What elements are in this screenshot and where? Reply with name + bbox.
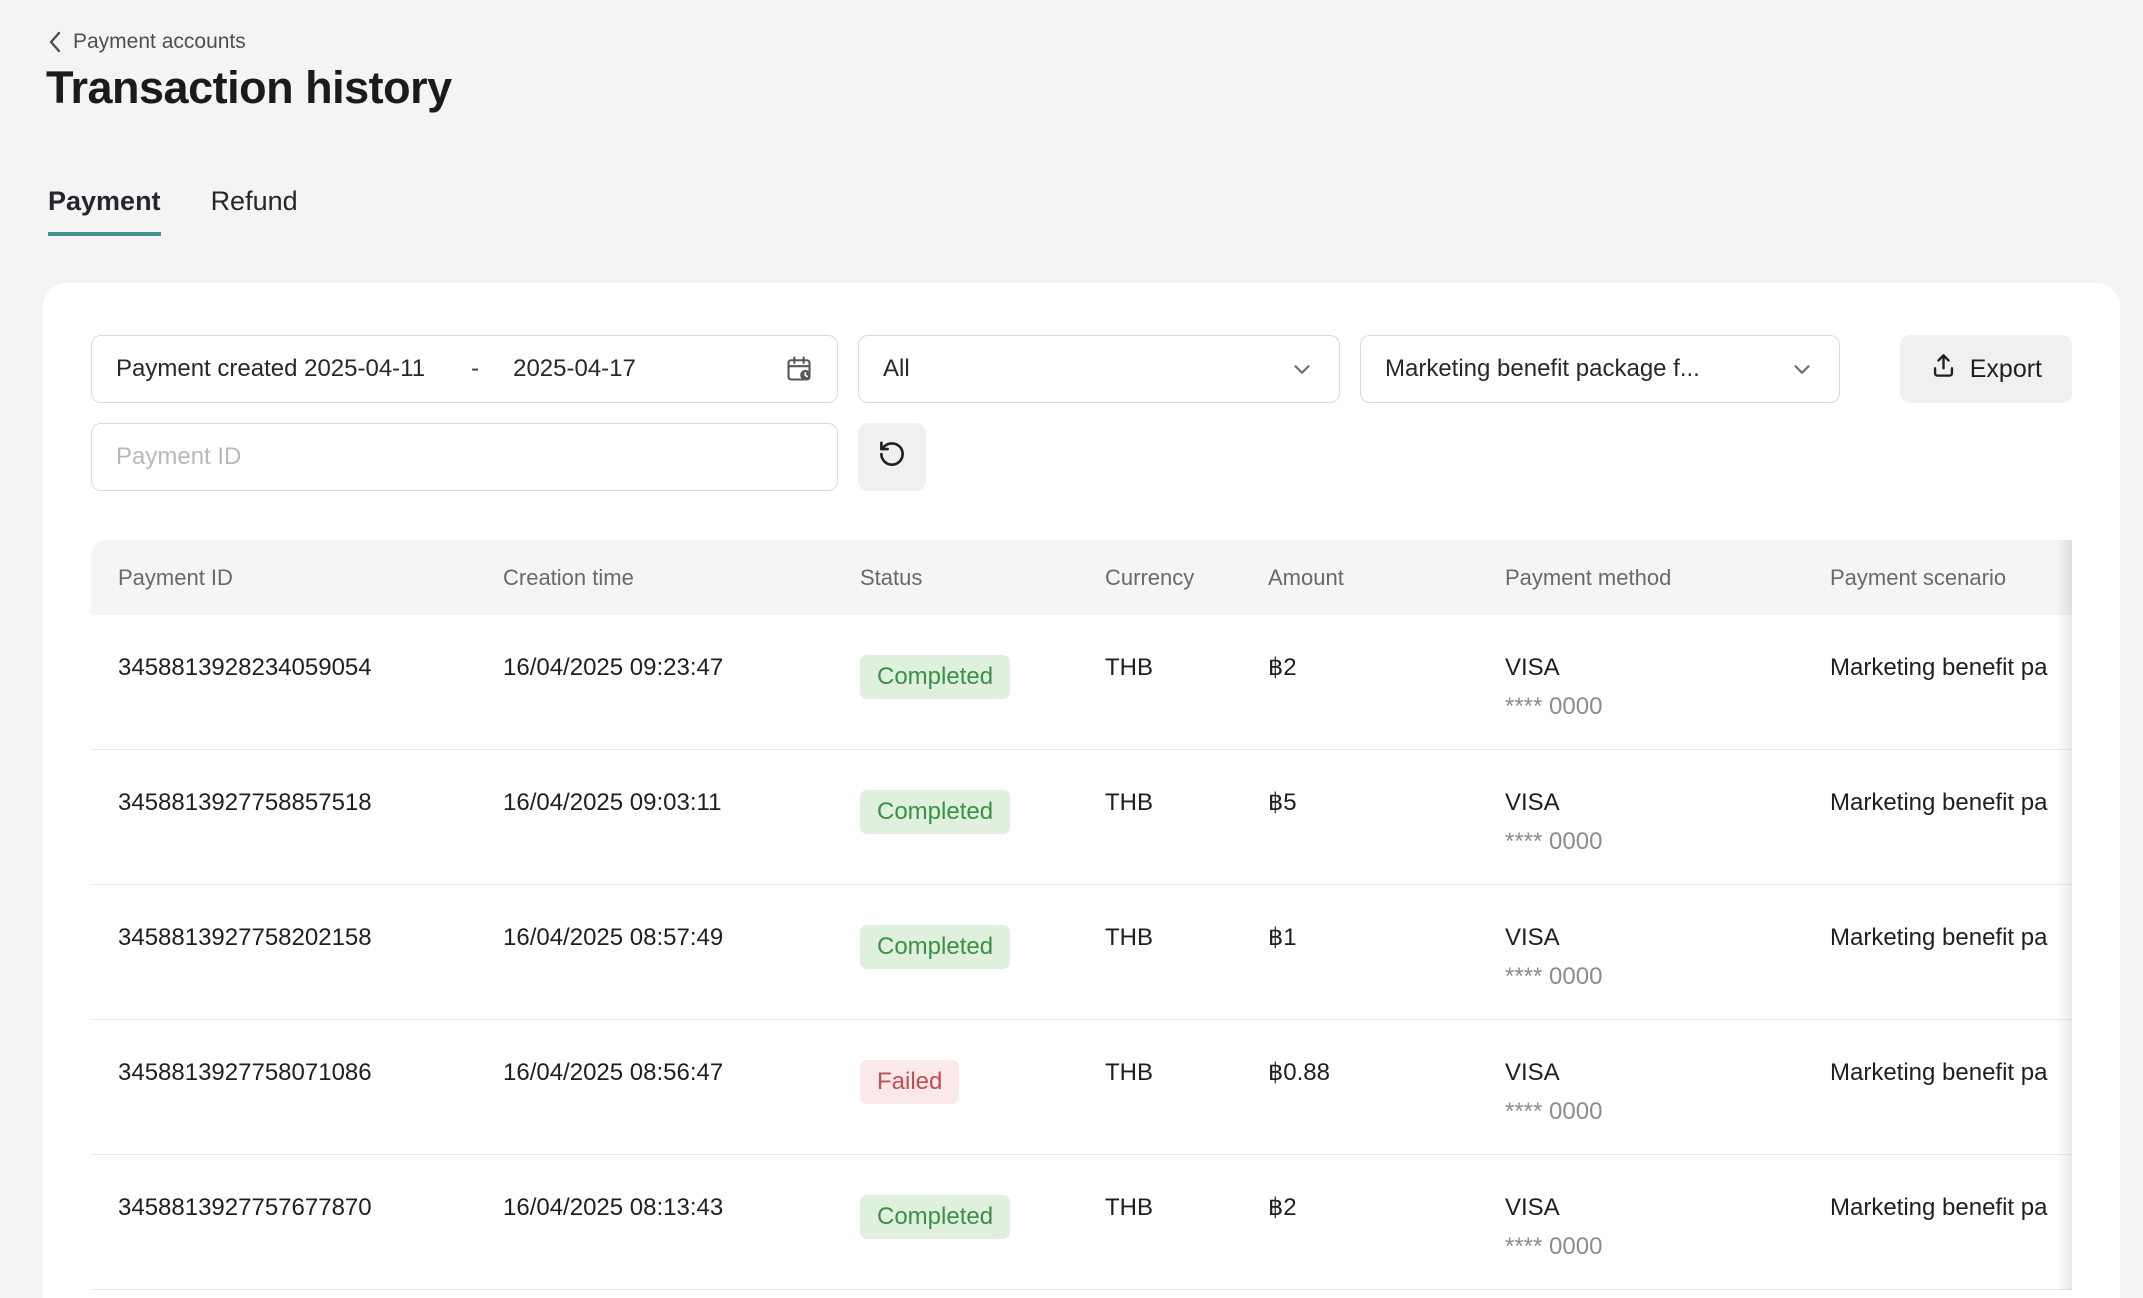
- cell-currency: THB: [1105, 924, 1153, 951]
- chevron-down-icon: [1289, 356, 1315, 382]
- payment-id-field-wrap: [91, 423, 838, 491]
- cell-creation-time: 16/04/2025 08:57:49: [503, 924, 724, 951]
- column-header-currency: Currency: [1105, 564, 1195, 590]
- cell-creation-time: 16/04/2025 09:03:11: [503, 789, 722, 816]
- card-mask: **** 0000: [1505, 693, 1603, 720]
- card-mask: **** 0000: [1505, 963, 1603, 990]
- status-badge: Failed: [860, 1060, 960, 1104]
- status-badge: Completed: [860, 925, 1011, 969]
- cell-creation-time: 16/04/2025 09:23:47: [503, 654, 724, 681]
- cell-creation-time: 16/04/2025 08:56:47: [503, 1059, 724, 1086]
- column-header-payment-scenario: Payment scenario: [1830, 564, 2007, 590]
- cell-payment-id: 3458813927758857518: [118, 789, 372, 816]
- export-button[interactable]: Export: [1899, 335, 2072, 403]
- cell-status: Completed: [833, 750, 1078, 884]
- transactions-table: Payment ID Creation time Status Currency…: [91, 540, 2072, 1290]
- table-row: 3458813927758202158 16/04/2025 08:57:49 …: [91, 885, 2072, 1020]
- cell-payment-method: VISA **** 0000: [1478, 1020, 1803, 1154]
- table-row: 3458813927758857518 16/04/2025 09:03:11 …: [91, 750, 2072, 885]
- cell-payment-method: VISA **** 0000: [1478, 750, 1803, 884]
- status-filter-select[interactable]: All: [858, 335, 1340, 403]
- cell-payment-scenario: Marketing benefit pa: [1830, 924, 2048, 951]
- column-header-creation-time: Creation time: [503, 564, 634, 590]
- card-brand: VISA: [1505, 1059, 1560, 1086]
- table-row: 3458813928234059054 16/04/2025 09:23:47 …: [91, 615, 2072, 750]
- rotate-ccw-icon: [877, 439, 907, 476]
- status-filter-value: All: [883, 355, 910, 382]
- table-header-row: Payment ID Creation time Status Currency…: [91, 540, 2072, 615]
- cell-payment-scenario: Marketing benefit pa: [1830, 1194, 2048, 1221]
- cell-status: Completed: [833, 615, 1078, 749]
- tab-payment[interactable]: Payment: [48, 186, 161, 236]
- table-row: 3458813927758071086 16/04/2025 08:56:47 …: [91, 1020, 2072, 1155]
- cell-payment-method: VISA **** 0000: [1478, 885, 1803, 1019]
- cell-payment-id: 3458813928234059054: [118, 654, 372, 681]
- cell-payment-id: 3458813927757677870: [118, 1194, 372, 1221]
- column-header-status: Status: [860, 564, 923, 590]
- cell-amount: ฿0.88: [1268, 1059, 1330, 1086]
- cell-status: Completed: [833, 885, 1078, 1019]
- cell-payment-id: 3458813927758202158: [118, 924, 372, 951]
- status-badge: Completed: [860, 655, 1011, 699]
- chevron-left-icon: [48, 30, 63, 54]
- cell-payment-id: 3458813927758071086: [118, 1059, 372, 1086]
- cell-currency: THB: [1105, 789, 1153, 816]
- export-button-label: Export: [1969, 354, 2042, 383]
- chevron-down-icon: [1789, 356, 1815, 382]
- cell-payment-scenario: Marketing benefit pa: [1830, 1059, 2048, 1086]
- transactions-card: Payment created 2025-04-11 - 2025-04-17 …: [43, 283, 2120, 1298]
- card-brand: VISA: [1505, 789, 1560, 816]
- cell-status: Completed: [833, 1155, 1078, 1289]
- column-header-payment-id: Payment ID: [118, 564, 233, 590]
- card-brand: VISA: [1505, 924, 1560, 951]
- tab-bar: Payment Refund: [48, 186, 298, 236]
- payment-id-input[interactable]: [116, 443, 813, 471]
- cell-payment-method: VISA **** 0000: [1478, 1155, 1803, 1289]
- cell-amount: ฿1: [1268, 924, 1297, 951]
- card-mask: **** 0000: [1505, 828, 1603, 855]
- column-header-payment-method: Payment method: [1505, 564, 1672, 590]
- back-link-label: Payment accounts: [73, 30, 246, 53]
- cell-payment-scenario: Marketing benefit pa: [1830, 789, 2048, 816]
- tab-refund[interactable]: Refund: [210, 186, 298, 216]
- filter-row-primary: Payment created 2025-04-11 - 2025-04-17 …: [91, 335, 2072, 403]
- cell-currency: THB: [1105, 1194, 1153, 1221]
- status-badge: Completed: [860, 790, 1011, 834]
- cell-payment-method: VISA **** 0000: [1478, 615, 1803, 749]
- table-row: 3458813927757677870 16/04/2025 08:13:43 …: [91, 1155, 2072, 1290]
- calendar-clock-icon: [785, 355, 813, 383]
- cell-currency: THB: [1105, 654, 1153, 681]
- date-range-end: 2025-04-17: [513, 355, 636, 382]
- card-brand: VISA: [1505, 1194, 1560, 1221]
- back-to-payment-accounts-link[interactable]: Payment accounts: [48, 30, 246, 54]
- date-range-picker[interactable]: Payment created 2025-04-11 - 2025-04-17: [91, 335, 838, 403]
- cell-status: Failed: [833, 1020, 1078, 1154]
- scenario-filter-select[interactable]: Marketing benefit package f...: [1360, 335, 1840, 403]
- cell-payment-scenario: Marketing benefit pa: [1830, 654, 2048, 681]
- card-mask: **** 0000: [1505, 1098, 1603, 1125]
- cell-amount: ฿2: [1268, 654, 1297, 681]
- filter-row-secondary: [91, 423, 2072, 491]
- date-range-separator: -: [471, 355, 480, 382]
- cell-creation-time: 16/04/2025 08:13:43: [503, 1194, 724, 1221]
- export-icon: [1930, 352, 1957, 386]
- cell-amount: ฿2: [1268, 1194, 1297, 1221]
- column-header-amount: Amount: [1268, 564, 1344, 590]
- date-range-start: Payment created 2025-04-11: [116, 355, 426, 382]
- reset-filters-button[interactable]: [858, 423, 926, 491]
- cell-currency: THB: [1105, 1059, 1153, 1086]
- page-title: Transaction history: [46, 62, 452, 113]
- status-badge: Completed: [860, 1195, 1011, 1239]
- card-mask: **** 0000: [1505, 1233, 1603, 1260]
- cell-amount: ฿5: [1268, 789, 1297, 816]
- card-brand: VISA: [1505, 654, 1560, 681]
- scenario-filter-value: Marketing benefit package f...: [1385, 355, 1700, 382]
